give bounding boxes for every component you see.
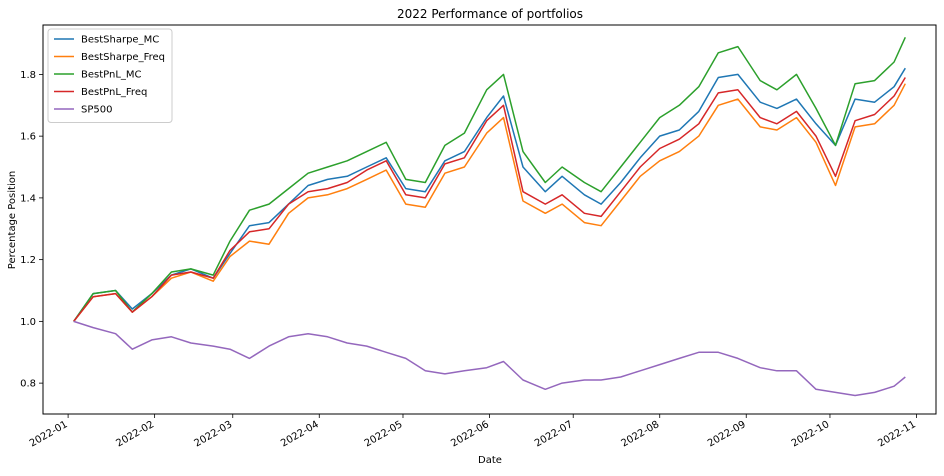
series-line-2: [73, 36, 906, 322]
y-tick-label: 0.8: [20, 379, 36, 390]
x-tick-label: 2022-10: [790, 419, 832, 449]
y-axis: 0.8 1.0 1.2 1.4 1.6 1.8: [20, 70, 43, 390]
legend-label: BestPnL_MC: [81, 70, 142, 81]
x-axis: 2022-01 2022-02 2022-03 2022-04 2022-05 2022-…: [28, 414, 918, 449]
plot-lines: [73, 36, 906, 397]
y-tick-label: 1.4: [20, 193, 36, 204]
x-tick-label: 2022-11: [876, 419, 918, 449]
legend-label: BestSharpe_Freq: [81, 52, 165, 63]
y-tick-label: 1.8: [20, 70, 36, 81]
x-tick-label: 2022-01: [28, 419, 70, 449]
series-line-0: [73, 67, 906, 322]
series-line-1: [73, 83, 906, 322]
legend-label: BestSharpe_MC: [81, 35, 159, 46]
series-line-4: [73, 320, 906, 397]
chart-title: 2022 Performance of portfolios: [397, 7, 583, 21]
x-tick-label: 2022-09: [706, 419, 748, 449]
x-tick-label: 2022-04: [279, 419, 321, 449]
y-tick-label: 1.0: [20, 317, 36, 328]
legend-box: [47, 28, 173, 123]
x-tick-label: 2022-06: [449, 419, 491, 449]
x-tick-label: 2022-02: [114, 419, 156, 449]
x-tick-label: 2022-03: [193, 419, 235, 449]
legend-label: SP500: [81, 105, 112, 116]
legend-label: BestPnL_Freq: [81, 87, 147, 98]
x-tick-label: 2022-05: [363, 419, 405, 449]
y-axis-title: Percentage Position: [7, 171, 18, 269]
series-line-3: [73, 77, 906, 322]
y-tick-label: 1.6: [20, 132, 36, 143]
x-tick-label: 2022-08: [620, 419, 662, 449]
x-axis-title: Date: [478, 455, 502, 466]
x-tick-label: 2022-07: [533, 419, 575, 449]
y-tick-label: 1.2: [20, 255, 36, 266]
legend: BestSharpe_MC BestSharpe_Freq BestPnL_MC Be…: [47, 28, 173, 123]
